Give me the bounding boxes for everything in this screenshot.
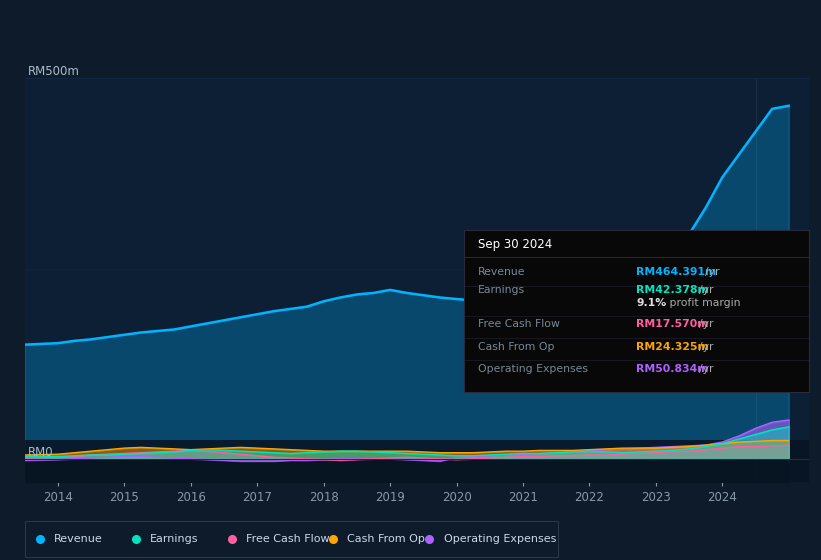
Text: /yr: /yr <box>705 267 720 277</box>
Text: /yr: /yr <box>699 342 713 352</box>
Text: Operating Expenses: Operating Expenses <box>443 534 556 544</box>
Text: Operating Expenses: Operating Expenses <box>478 364 588 374</box>
Text: /yr: /yr <box>699 284 713 295</box>
Text: Earnings: Earnings <box>478 284 525 295</box>
Text: Revenue: Revenue <box>54 534 103 544</box>
Text: Free Cash Flow: Free Cash Flow <box>246 534 330 544</box>
Text: Earnings: Earnings <box>150 534 199 544</box>
Text: profit margin: profit margin <box>666 298 741 307</box>
Text: Revenue: Revenue <box>478 267 525 277</box>
Text: RM500m: RM500m <box>28 66 80 78</box>
Text: RM17.570m: RM17.570m <box>636 319 709 329</box>
Text: Cash From Op: Cash From Op <box>347 534 425 544</box>
Text: /yr: /yr <box>699 364 713 374</box>
Text: RM42.378m: RM42.378m <box>636 284 709 295</box>
Text: RM50.834m: RM50.834m <box>636 364 709 374</box>
Text: /yr: /yr <box>699 319 713 329</box>
Text: RM464.391m: RM464.391m <box>636 267 717 277</box>
Text: Sep 30 2024: Sep 30 2024 <box>478 237 552 251</box>
Text: Free Cash Flow: Free Cash Flow <box>478 319 560 329</box>
Text: 9.1%: 9.1% <box>636 298 667 307</box>
Text: Cash From Op: Cash From Op <box>478 342 554 352</box>
Text: RM24.325m: RM24.325m <box>636 342 709 352</box>
Text: RM0: RM0 <box>28 446 53 459</box>
Bar <box>25 440 809 482</box>
